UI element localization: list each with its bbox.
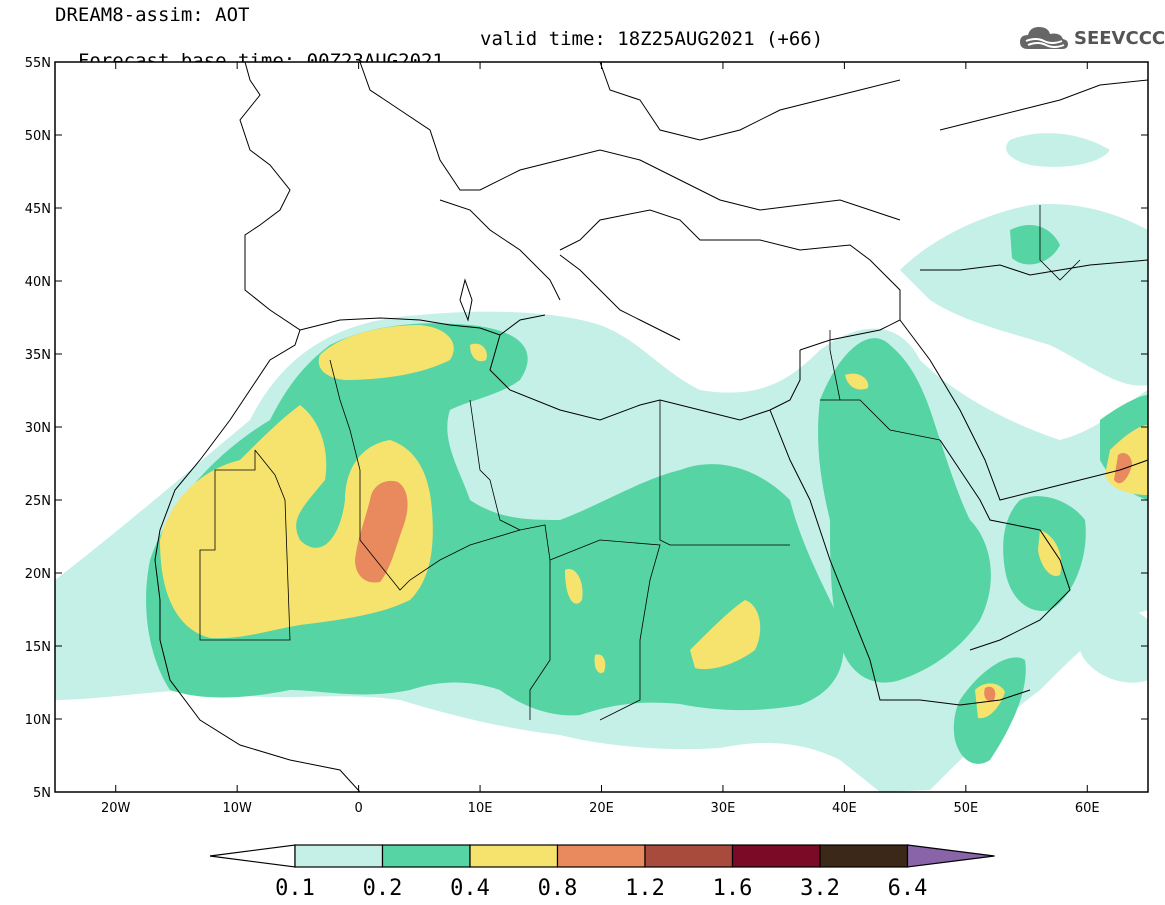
lon-tick-label: 20E <box>589 801 614 816</box>
colorbar-level-label: 0.4 <box>450 876 490 901</box>
colorbar-segment <box>819 844 909 868</box>
lat-tick-label: 15N <box>25 640 51 655</box>
logo-text: SEEVCCC <box>1074 27 1165 49</box>
lon-tick-label: 40E <box>832 801 857 816</box>
borders <box>199 205 1081 721</box>
colorbar-min-triangle <box>209 844 296 868</box>
lon-tick-label: 30E <box>711 801 736 816</box>
lon-tick-label: 20W <box>101 801 131 816</box>
seevccc-logo: SEEVCCC <box>1018 22 1165 54</box>
lat-tick-label: 50N <box>25 129 51 144</box>
lat-tick-label: 45N <box>25 202 51 217</box>
lon-tick-label: 60E <box>1075 801 1100 816</box>
colorbar-level-label: 0.1 <box>275 876 315 901</box>
lat-tick-label: 30N <box>25 421 51 436</box>
colorbar-level-label: 3.2 <box>800 876 840 901</box>
aot-field <box>55 62 1148 792</box>
aot-0.4-0.8 <box>160 405 433 639</box>
colorbar-level-label: 0.8 <box>538 876 578 901</box>
colorbar-level-label: 6.4 <box>888 876 928 901</box>
longitude-axis: 20W 10W 0 10E 20E 30E 40E 50E 60E <box>101 62 1100 816</box>
latitude-axis: 55N 50N 45N 40N 35N 30N 25N 20N 15N 10N 5N <box>25 56 1148 801</box>
lat-tick-label: 10N <box>25 713 51 728</box>
valid-time: valid time: 18Z25AUG2021 (+66) <box>480 28 824 50</box>
cloud-icon <box>1020 27 1068 49</box>
colorbar-max-triangle <box>906 844 995 868</box>
lat-tick-label: 55N <box>25 56 51 71</box>
lat-tick-label: 20N <box>25 567 51 582</box>
colorbar-segment <box>556 844 646 868</box>
colorbar-level-label: 0.2 <box>363 876 403 901</box>
map-title: DREAM8-assim: AOT <box>55 4 250 26</box>
lat-tick-label: 35N <box>25 348 51 363</box>
lon-tick-label: 10E <box>468 801 493 816</box>
colorbar-segment <box>294 844 384 868</box>
colorbar-level-label: 1.6 <box>713 876 753 901</box>
colorbar-level-label: 1.2 <box>625 876 665 901</box>
coastlines <box>154 62 1148 792</box>
lat-tick-label: 40N <box>25 275 51 290</box>
colorbar: 0.1 0.2 0.4 0.8 1.2 1.6 3.2 6.4 <box>209 844 995 901</box>
lon-tick-label: 50E <box>953 801 978 816</box>
lat-tick-label: 5N <box>33 786 51 801</box>
lat-tick-label: 25N <box>25 494 51 509</box>
lon-tick-label: 0 <box>354 801 362 816</box>
colorbar-segment <box>469 844 559 868</box>
lon-tick-label: 10W <box>222 801 252 816</box>
colorbar-segment <box>644 844 734 868</box>
colorbar-segment <box>731 844 821 868</box>
aot-0.8-1.2 <box>355 480 408 583</box>
colorbar-segment <box>381 844 471 868</box>
